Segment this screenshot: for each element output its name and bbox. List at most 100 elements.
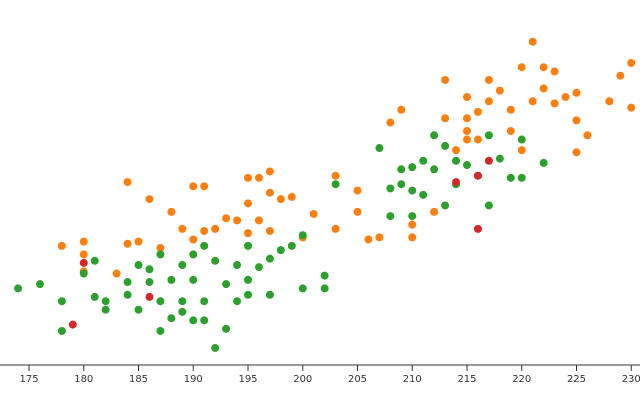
point: [430, 131, 439, 140]
point: [222, 324, 231, 333]
point: [123, 290, 132, 299]
point: [430, 165, 439, 174]
point: [265, 188, 274, 197]
point: [484, 201, 493, 210]
point: [244, 275, 253, 284]
point: [35, 280, 44, 289]
point: [244, 173, 253, 182]
x-tick-label: 180: [74, 374, 93, 385]
point: [167, 207, 176, 216]
point: [408, 163, 417, 172]
x-tick-label: 175: [19, 374, 38, 385]
point: [408, 212, 417, 221]
point: [134, 237, 143, 246]
point: [473, 107, 482, 116]
x-tick-label: 205: [348, 374, 367, 385]
point: [408, 220, 417, 229]
point: [222, 214, 231, 223]
point: [462, 92, 471, 101]
point: [441, 75, 450, 84]
point: [506, 173, 515, 182]
point: [506, 105, 515, 114]
point: [331, 171, 340, 180]
point: [254, 263, 263, 272]
point: [528, 37, 537, 46]
x-tick-label: 230: [622, 374, 640, 385]
point: [123, 239, 132, 248]
point: [200, 182, 209, 191]
point: [605, 97, 614, 106]
point: [145, 278, 154, 287]
point: [462, 135, 471, 144]
point: [189, 235, 198, 244]
x-tick-label: 200: [293, 374, 312, 385]
point: [484, 97, 493, 106]
point: [167, 314, 176, 323]
point: [484, 131, 493, 140]
point: [441, 201, 450, 210]
point: [364, 235, 373, 244]
point: [233, 297, 242, 306]
point: [517, 135, 526, 144]
point: [156, 297, 165, 306]
point: [244, 290, 253, 299]
point: [254, 216, 263, 225]
point: [57, 241, 66, 250]
point: [145, 292, 154, 301]
point: [320, 271, 329, 280]
point: [265, 167, 274, 176]
point: [233, 216, 242, 225]
point: [484, 75, 493, 84]
point: [539, 63, 548, 72]
point: [178, 224, 187, 233]
point: [419, 190, 428, 199]
point: [200, 297, 209, 306]
point: [178, 297, 187, 306]
x-tick-label: 185: [129, 374, 148, 385]
point: [276, 246, 285, 255]
point: [200, 226, 209, 235]
point: [320, 284, 329, 293]
point: [473, 224, 482, 233]
point: [68, 320, 77, 329]
point: [79, 258, 88, 267]
point: [156, 244, 165, 253]
point: [550, 67, 559, 76]
point: [452, 178, 461, 187]
point: [123, 278, 132, 287]
point: [90, 256, 99, 265]
point: [200, 241, 209, 250]
point: [397, 180, 406, 189]
point: [200, 316, 209, 325]
point: [539, 84, 548, 93]
point: [178, 307, 187, 316]
point: [397, 165, 406, 174]
point: [353, 186, 362, 195]
point: [517, 63, 526, 72]
point: [211, 224, 220, 233]
point: [265, 226, 274, 235]
point: [14, 284, 23, 293]
point: [298, 231, 307, 240]
point: [90, 292, 99, 301]
point: [222, 280, 231, 289]
point: [419, 156, 428, 165]
point: [189, 316, 198, 325]
point: [309, 209, 318, 218]
point: [265, 254, 274, 263]
point: [506, 127, 515, 136]
x-tick-label: 225: [567, 374, 586, 385]
point: [134, 305, 143, 314]
point: [517, 173, 526, 182]
point: [211, 343, 220, 352]
point: [145, 265, 154, 274]
point: [572, 116, 581, 125]
point: [353, 207, 362, 216]
point: [287, 241, 296, 250]
point: [583, 131, 592, 140]
point: [112, 269, 121, 278]
point: [287, 192, 296, 201]
point: [101, 297, 110, 306]
point: [57, 297, 66, 306]
